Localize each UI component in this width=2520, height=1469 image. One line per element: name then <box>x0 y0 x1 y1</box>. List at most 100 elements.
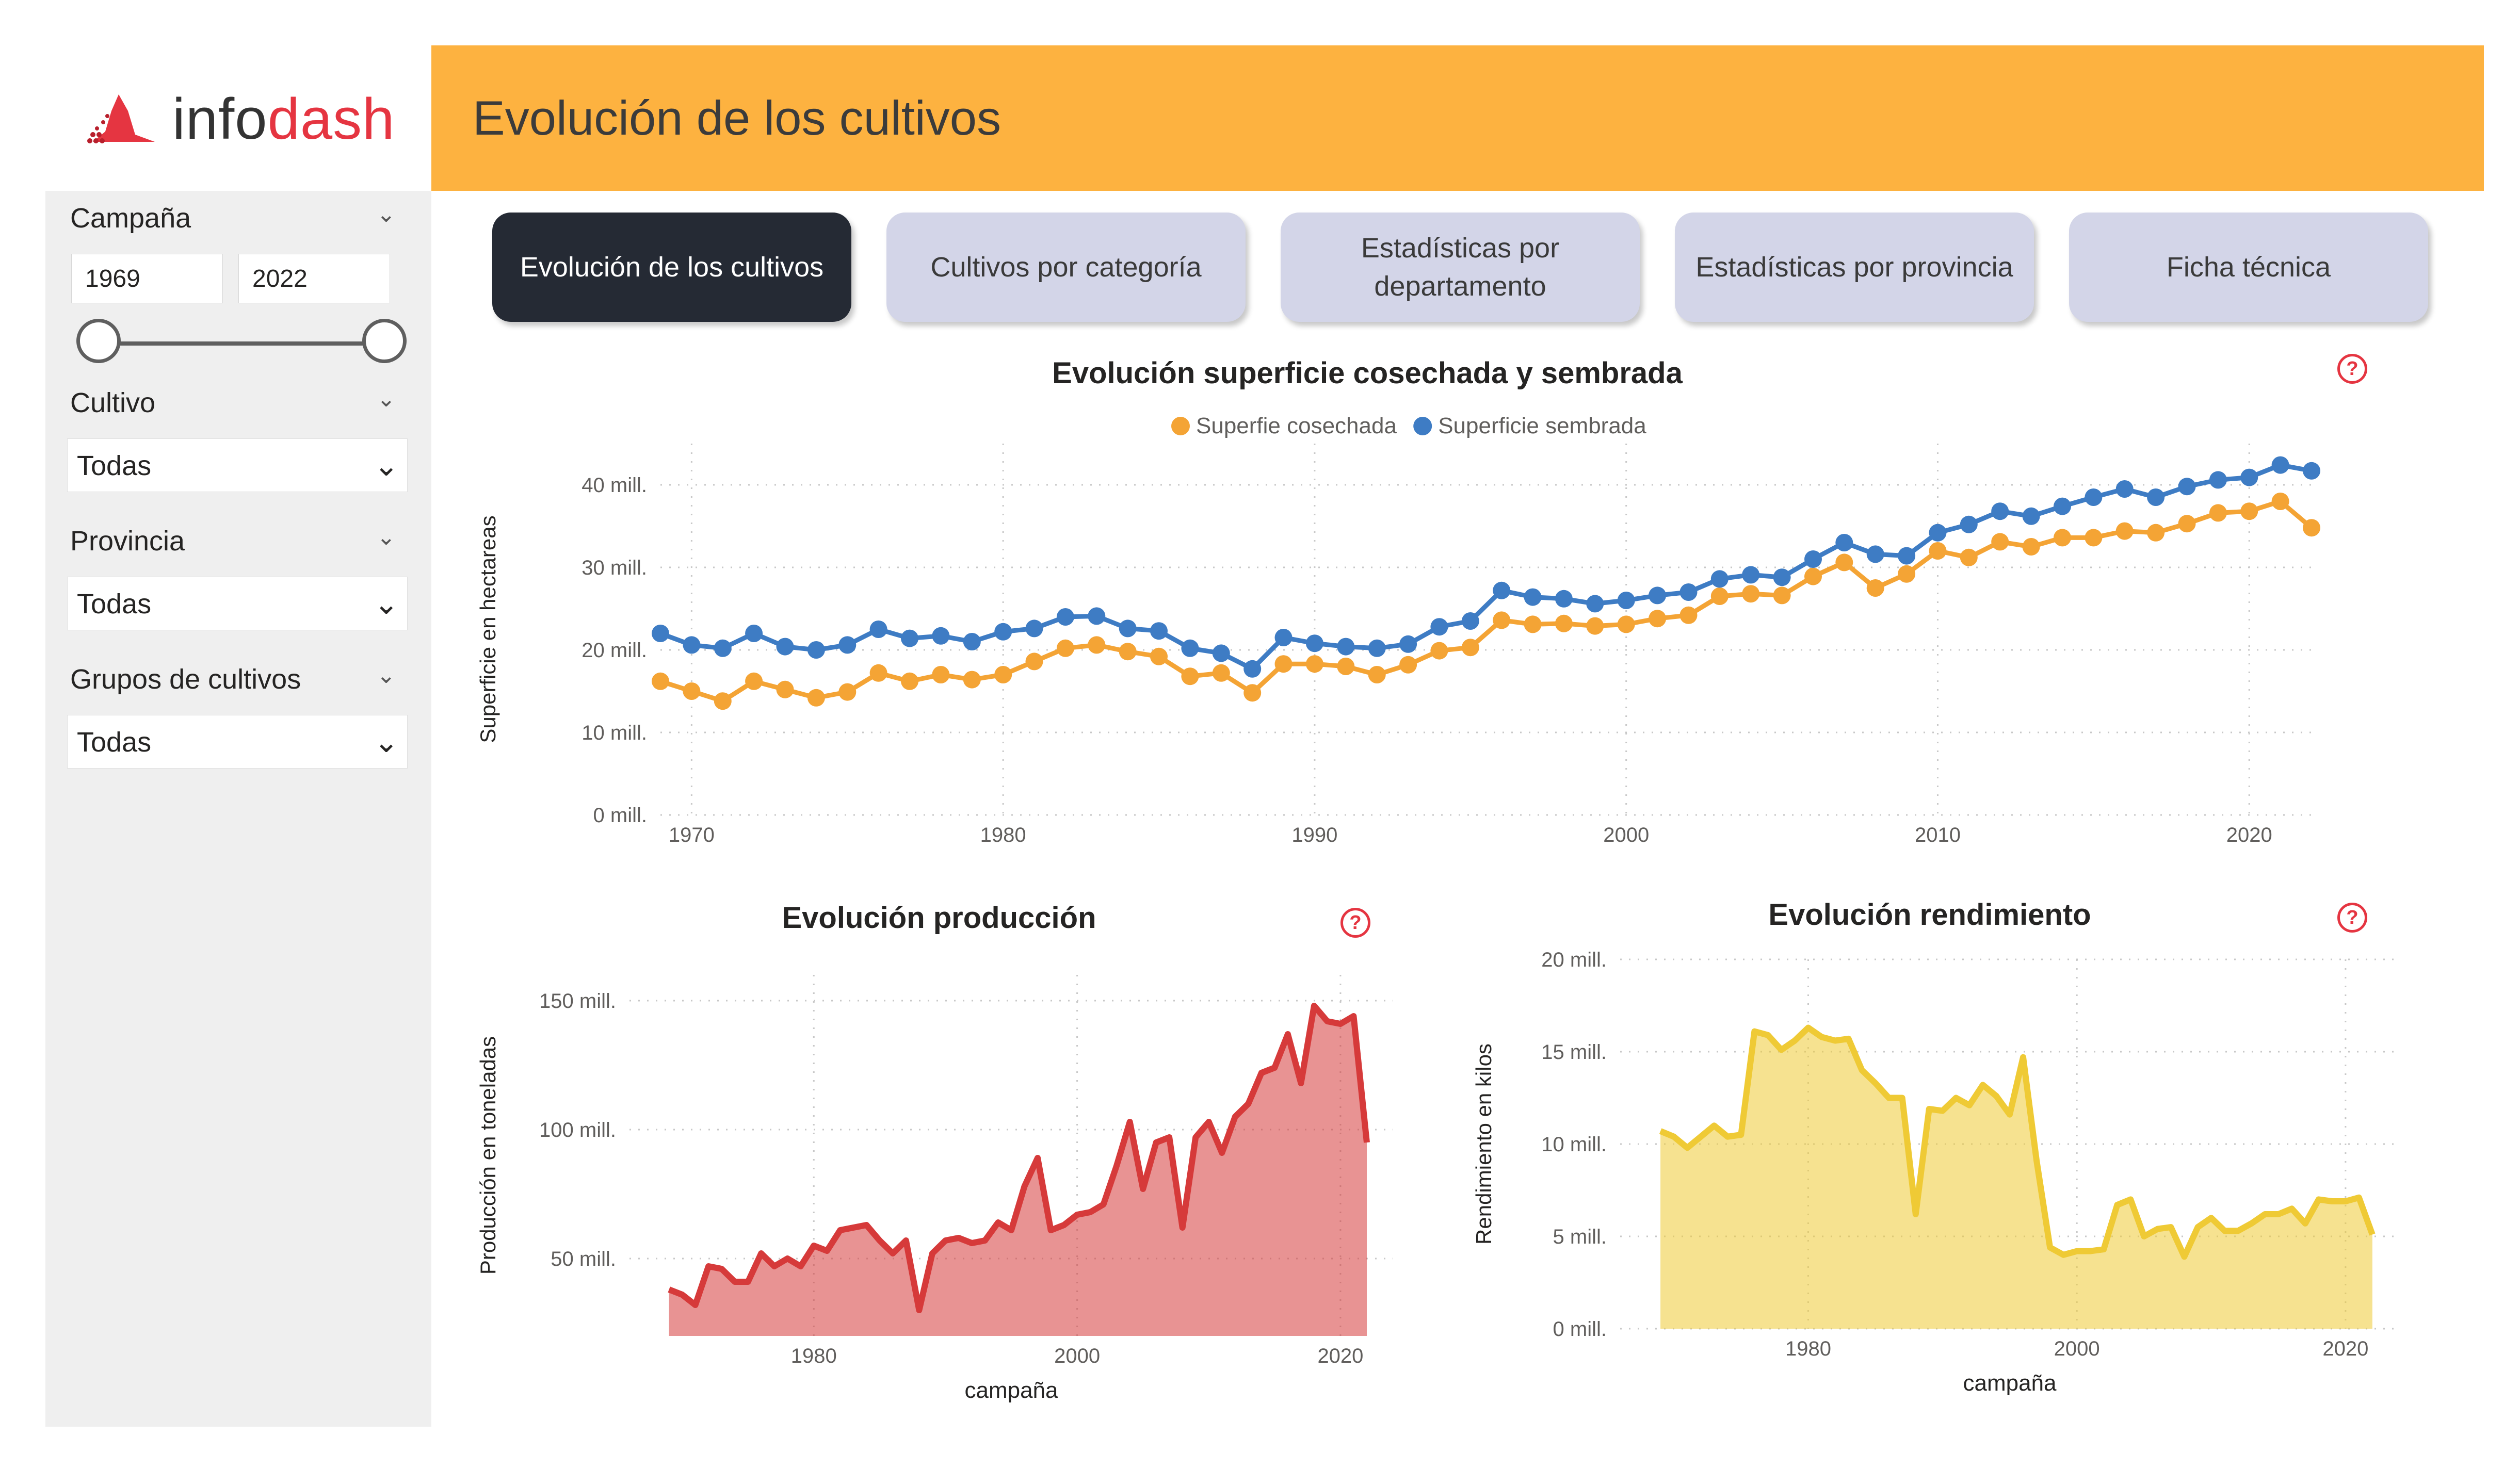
data-point <box>1368 666 1386 683</box>
data-point <box>1493 611 1511 629</box>
x-tick-label: 1990 <box>1291 824 1337 846</box>
campana-slider-track[interactable] <box>99 341 386 346</box>
y-tick-label: 20 mill. <box>1541 949 1607 971</box>
data-point <box>1119 643 1137 661</box>
data-point <box>1150 647 1168 665</box>
slicer-provincia-label: Provincia <box>70 526 185 557</box>
data-point <box>2022 507 2040 525</box>
y-tick-label: 20 mill. <box>581 639 647 662</box>
y-tick-label: 10 mill. <box>581 722 647 744</box>
y-tick-label: 15 mill. <box>1541 1041 1607 1064</box>
data-point <box>1461 639 1479 657</box>
provincia-dropdown[interactable]: Todas ⌄ <box>67 577 408 630</box>
y-tick-label: 30 mill. <box>581 557 647 579</box>
data-point <box>2085 488 2103 506</box>
data-point <box>2271 456 2289 474</box>
help-icon[interactable]: ? <box>1340 908 1370 938</box>
tab-ficha-tecnica[interactable]: Ficha técnica <box>2069 213 2428 322</box>
chevron-down-icon: ⌄ <box>374 449 399 482</box>
help-icon[interactable]: ? <box>2337 354 2367 384</box>
data-point <box>714 692 732 710</box>
data-point <box>1524 588 1542 606</box>
data-point <box>1617 615 1635 633</box>
y-tick-label: 150 mill. <box>539 990 616 1013</box>
y-axis-title: Producción en toneladas <box>476 1036 500 1275</box>
data-point <box>2209 504 2227 522</box>
data-point <box>1773 586 1791 605</box>
data-point <box>683 636 701 654</box>
y-tick-label: 0 mill. <box>1553 1318 1607 1341</box>
data-point <box>1337 658 1355 675</box>
x-tick-label: 1980 <box>1785 1337 1831 1360</box>
chevron-down-icon[interactable]: ⌄ <box>377 386 396 412</box>
data-point <box>1430 642 1448 660</box>
campana-slider-start-handle[interactable] <box>76 319 121 363</box>
chevron-down-icon: ⌄ <box>374 725 399 759</box>
x-tick-label: 1980 <box>980 824 1026 846</box>
data-point <box>1493 581 1511 599</box>
data-point <box>1898 547 1916 565</box>
chevron-down-icon[interactable]: ⌄ <box>377 663 396 688</box>
data-point <box>1088 607 1106 625</box>
data-point <box>1710 587 1729 605</box>
data-point <box>1305 634 1323 652</box>
campana-to-input[interactable]: 2022 <box>238 254 390 303</box>
data-point <box>1804 550 1822 568</box>
data-point <box>1399 635 1417 653</box>
data-point <box>1586 617 1604 635</box>
legend-label: Superficie sembrada <box>1438 413 1646 438</box>
data-point <box>1835 553 1853 572</box>
data-point <box>2178 515 2196 533</box>
data-point <box>807 641 825 659</box>
chart-produccion: 50 mill. 100 mill. 150 mill. 1980 2000 2020 Pr… <box>476 975 1393 1403</box>
data-point <box>1866 579 1884 597</box>
data-point <box>2303 519 2320 537</box>
data-point <box>745 625 763 642</box>
chevron-down-icon[interactable]: ⌄ <box>377 202 396 227</box>
grupos-dropdown-value: Todas <box>77 727 152 758</box>
data-point <box>994 623 1012 641</box>
data-point <box>1305 655 1323 673</box>
chevron-down-icon: ⌄ <box>374 587 399 621</box>
chevron-down-icon[interactable]: ⌄ <box>377 525 396 550</box>
data-point <box>1898 565 1916 583</box>
data-point <box>1773 568 1791 586</box>
cultivo-dropdown[interactable]: Todas ⌄ <box>67 438 408 492</box>
data-point <box>1025 652 1043 671</box>
x-tick-label: 1970 <box>669 824 715 846</box>
y-tick-label: 100 mill. <box>539 1119 616 1141</box>
data-point <box>807 689 825 707</box>
campana-slider-end-handle[interactable] <box>362 319 407 363</box>
data-point <box>1119 619 1137 638</box>
y-tick-label: 40 mill. <box>581 474 647 497</box>
campana-from-input[interactable]: 1969 <box>71 254 223 303</box>
data-point <box>1929 524 1947 542</box>
data-point <box>1243 684 1262 702</box>
tab-estadisticas-provincia[interactable]: Estadísticas por provincia <box>1675 213 2034 322</box>
cultivo-dropdown-value: Todas <box>77 450 152 481</box>
data-point <box>838 683 857 701</box>
data-point <box>932 666 950 683</box>
x-tick-label: 1980 <box>791 1345 837 1367</box>
tab-estadisticas-departamento[interactable]: Estadísticas por departamento <box>1281 213 1640 322</box>
x-tick-label: 2000 <box>2054 1337 2100 1360</box>
data-point <box>1679 583 1698 601</box>
data-point <box>1835 534 1853 551</box>
data-point <box>1025 619 1043 638</box>
data-point <box>1555 590 1573 608</box>
data-point <box>1181 667 1199 685</box>
data-point <box>901 672 918 690</box>
data-point <box>2240 502 2258 520</box>
help-icon[interactable]: ? <box>2337 903 2367 933</box>
data-point <box>2271 493 2289 510</box>
data-point <box>1586 595 1604 613</box>
grupos-dropdown[interactable]: Todas ⌄ <box>67 715 408 769</box>
x-tick-label: 2010 <box>1915 824 1961 846</box>
page-header: Evolución de los cultivos <box>431 45 2484 191</box>
tab-evolucion-cultivos[interactable]: Evolución de los cultivos <box>492 213 851 322</box>
data-point <box>2240 468 2258 486</box>
data-point <box>1274 629 1293 646</box>
tab-cultivos-por-categoria[interactable]: Cultivos por categoría <box>886 213 1246 322</box>
data-point <box>1524 615 1542 633</box>
legend-label: Superfie cosechada <box>1196 413 1397 438</box>
